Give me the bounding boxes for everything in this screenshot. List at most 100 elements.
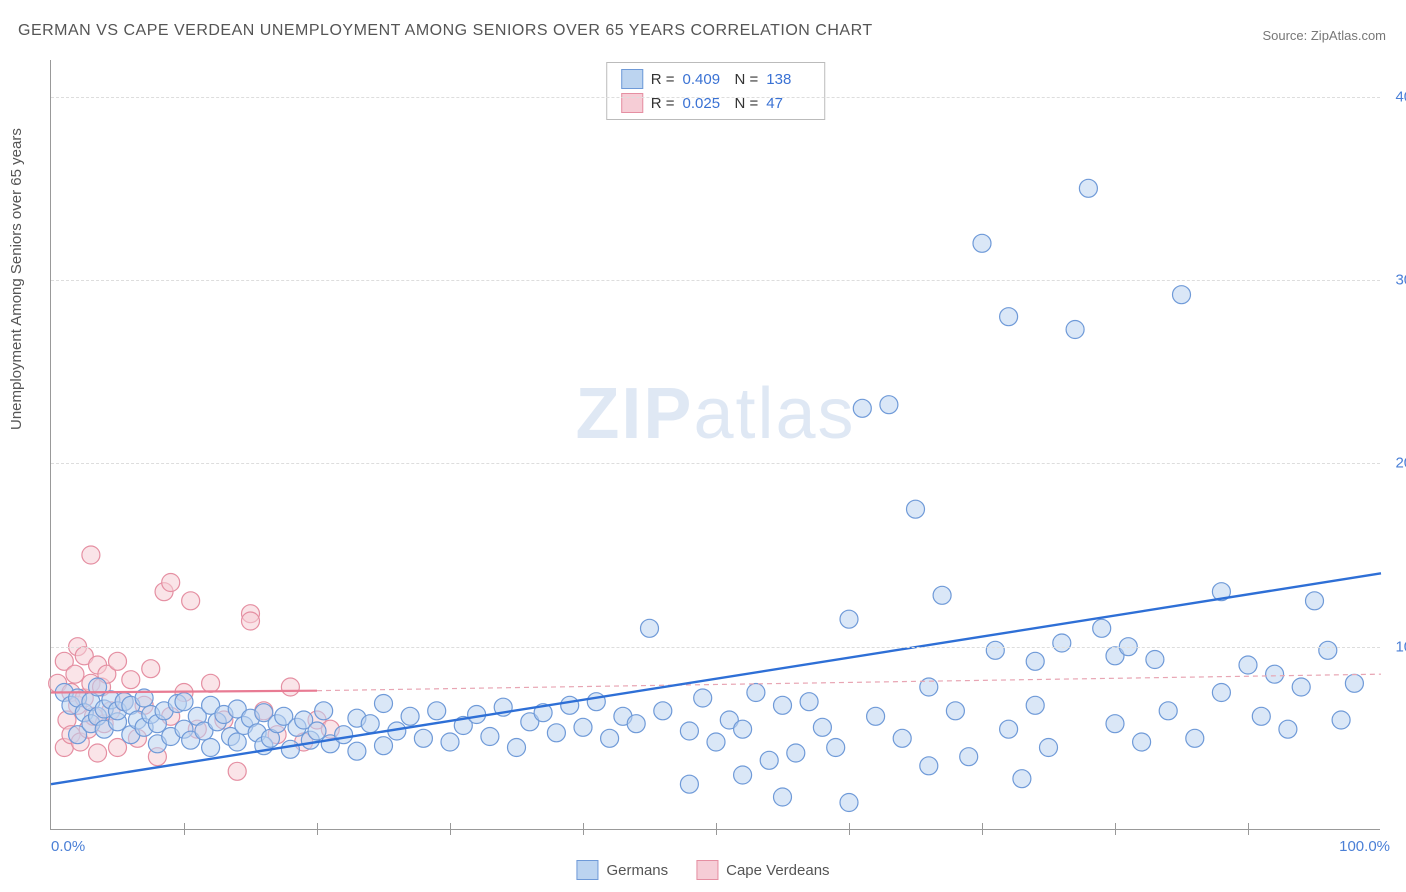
legend-swatch-germans bbox=[576, 860, 598, 880]
data-point bbox=[774, 788, 792, 806]
data-point bbox=[401, 707, 419, 725]
data-point bbox=[1239, 656, 1257, 674]
data-point bbox=[1000, 308, 1018, 326]
data-point bbox=[1000, 720, 1018, 738]
data-point bbox=[880, 396, 898, 414]
series-legend: Germans Cape Verdeans bbox=[576, 860, 829, 880]
data-point bbox=[228, 762, 246, 780]
data-point bbox=[986, 641, 1004, 659]
plot-area: ZIPatlas R = 0.409 N = 138 R = 0.025 N =… bbox=[50, 60, 1380, 830]
y-tick-label: 20.0% bbox=[1395, 455, 1406, 472]
data-point bbox=[1279, 720, 1297, 738]
data-point bbox=[162, 574, 180, 592]
data-point bbox=[202, 674, 220, 692]
data-point bbox=[175, 693, 193, 711]
data-point bbox=[414, 729, 432, 747]
data-point bbox=[813, 718, 831, 736]
data-point bbox=[89, 744, 107, 762]
legend-label-germans: Germans bbox=[606, 862, 668, 879]
data-point bbox=[182, 592, 200, 610]
gridline bbox=[51, 463, 1380, 464]
data-point bbox=[774, 696, 792, 714]
data-point bbox=[1133, 733, 1151, 751]
data-point bbox=[1159, 702, 1177, 720]
data-point bbox=[508, 739, 526, 757]
data-point bbox=[1066, 321, 1084, 339]
data-point bbox=[853, 399, 871, 417]
data-point bbox=[1266, 665, 1284, 683]
data-point bbox=[1319, 641, 1337, 659]
data-point bbox=[82, 546, 100, 564]
data-point bbox=[601, 729, 619, 747]
x-tick-max: 100.0% bbox=[1339, 838, 1390, 855]
data-point bbox=[1173, 286, 1191, 304]
data-point bbox=[893, 729, 911, 747]
data-point bbox=[787, 744, 805, 762]
data-point bbox=[375, 737, 393, 755]
data-point bbox=[587, 693, 605, 711]
data-point bbox=[574, 718, 592, 736]
data-point bbox=[561, 696, 579, 714]
x-tick-min: 0.0% bbox=[51, 838, 85, 855]
data-point bbox=[1252, 707, 1270, 725]
data-point bbox=[335, 726, 353, 744]
data-point bbox=[946, 702, 964, 720]
x-tick-mark bbox=[184, 823, 185, 835]
data-point bbox=[973, 234, 991, 252]
gridline bbox=[51, 280, 1380, 281]
data-point bbox=[654, 702, 672, 720]
legend-item-capeverdeans: Cape Verdeans bbox=[696, 860, 829, 880]
data-point bbox=[1079, 179, 1097, 197]
data-point bbox=[1053, 634, 1071, 652]
x-tick-mark bbox=[583, 823, 584, 835]
data-point bbox=[348, 742, 366, 760]
data-point bbox=[441, 733, 459, 751]
data-point bbox=[734, 766, 752, 784]
data-point bbox=[1026, 652, 1044, 670]
y-tick-label: 40.0% bbox=[1395, 88, 1406, 105]
x-tick-mark bbox=[1248, 823, 1249, 835]
data-point bbox=[428, 702, 446, 720]
data-point bbox=[1292, 678, 1310, 696]
gridline bbox=[51, 97, 1380, 98]
data-point bbox=[641, 619, 659, 637]
x-tick-mark bbox=[450, 823, 451, 835]
x-tick-mark bbox=[1115, 823, 1116, 835]
data-point bbox=[760, 751, 778, 769]
data-point bbox=[933, 586, 951, 604]
data-point bbox=[907, 500, 925, 518]
data-point bbox=[122, 671, 140, 689]
data-point bbox=[1332, 711, 1350, 729]
scatter-svg bbox=[51, 60, 1380, 829]
x-tick-mark bbox=[982, 823, 983, 835]
data-point bbox=[1345, 674, 1363, 692]
y-tick-label: 30.0% bbox=[1395, 272, 1406, 289]
y-axis-label: Unemployment Among Seniors over 65 years bbox=[8, 128, 25, 430]
data-point bbox=[481, 728, 499, 746]
data-point bbox=[747, 684, 765, 702]
chart-title: GERMAN VS CAPE VERDEAN UNEMPLOYMENT AMON… bbox=[18, 22, 873, 40]
x-tick-mark bbox=[716, 823, 717, 835]
data-point bbox=[1146, 651, 1164, 669]
data-point bbox=[1040, 739, 1058, 757]
data-point bbox=[1106, 715, 1124, 733]
data-point bbox=[361, 715, 379, 733]
legend-label-capeverdeans: Cape Verdeans bbox=[726, 862, 829, 879]
data-point bbox=[142, 660, 160, 678]
legend-item-germans: Germans bbox=[576, 860, 668, 880]
data-point bbox=[827, 739, 845, 757]
data-point bbox=[242, 612, 260, 630]
y-tick-label: 10.0% bbox=[1395, 638, 1406, 655]
data-point bbox=[375, 695, 393, 713]
data-point bbox=[1093, 619, 1111, 637]
data-point bbox=[109, 652, 127, 670]
source-attribution: Source: ZipAtlas.com bbox=[1262, 28, 1386, 43]
data-point bbox=[1186, 729, 1204, 747]
data-point bbox=[960, 748, 978, 766]
data-point bbox=[547, 724, 565, 742]
data-point bbox=[800, 693, 818, 711]
data-point bbox=[694, 689, 712, 707]
data-point bbox=[840, 610, 858, 628]
x-tick-mark bbox=[849, 823, 850, 835]
data-point bbox=[281, 678, 299, 696]
